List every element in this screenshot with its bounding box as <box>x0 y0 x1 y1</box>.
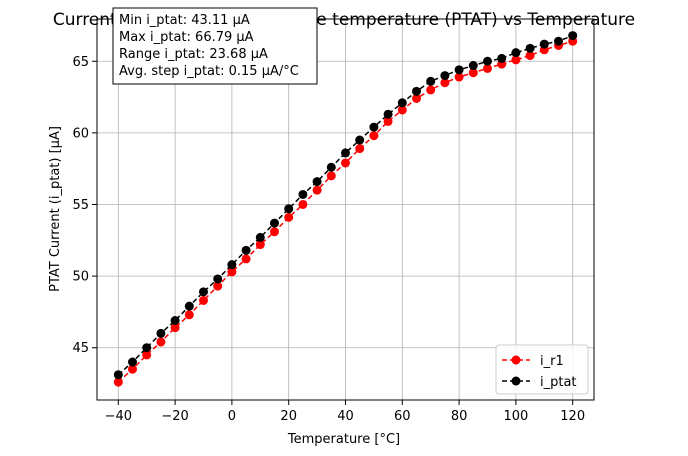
y-axis-label: PTAT Current (i_ptat) [µA] <box>48 126 63 292</box>
data-point-i_ptat <box>298 189 308 199</box>
data-point-i_ptat <box>497 53 507 63</box>
data-point-i_r1 <box>483 63 492 73</box>
data-point-i_ptat <box>156 328 166 338</box>
x-axis-label: Temperature [°C] <box>287 432 400 447</box>
data-point-i_ptat <box>426 76 436 86</box>
data-point-i_ptat <box>568 31 578 41</box>
legend-label-i_ptat: i_ptat <box>540 375 577 390</box>
x-tick-label: 100 <box>503 409 528 424</box>
legend: i_r1 i_ptat <box>495 344 589 395</box>
data-point-i_ptat <box>284 204 294 214</box>
x-tick-label: 60 <box>394 409 411 424</box>
data-point-i_r1 <box>113 377 123 387</box>
y-tick-label: 45 <box>72 341 89 356</box>
stats-range: Range i_ptat: 23.68 µA <box>119 47 268 62</box>
x-tick-label: 120 <box>560 409 585 424</box>
series-line-i_ptat <box>117 34 573 376</box>
stats-max: Max i_ptat: 66.79 µA <box>119 30 254 45</box>
data-point-i_ptat <box>554 36 563 46</box>
data-point-i_ptat <box>227 260 237 270</box>
x-tick-label: −40 <box>105 409 132 424</box>
data-point-i_r1 <box>184 310 194 320</box>
data-point-i_r1 <box>227 267 237 277</box>
data-point-i_r1 <box>341 158 350 168</box>
data-point-i_r1 <box>426 85 436 95</box>
data-point-i_ptat <box>369 122 379 132</box>
y-tick-label: 60 <box>72 126 89 141</box>
legend-marker-i_ptat <box>511 376 521 386</box>
legend-marker-i_r1 <box>511 355 521 365</box>
x-tick-label: −20 <box>161 409 188 424</box>
x-tick-label: 20 <box>280 409 297 424</box>
data-point-i_ptat <box>355 135 365 145</box>
data-point-i_r1 <box>156 337 166 347</box>
x-tick-label: 80 <box>451 409 468 424</box>
data-point-i_ptat <box>468 61 478 71</box>
data-point-i_ptat <box>326 162 336 172</box>
data-point-i_ptat <box>412 86 421 96</box>
data-point-i_r1 <box>241 254 251 264</box>
data-point-i_ptat <box>511 48 521 58</box>
data-point-i_r1 <box>199 295 208 305</box>
data-point-i_r1 <box>170 323 180 333</box>
data-point-i_r1 <box>383 116 393 126</box>
data-point-i_ptat <box>184 301 194 311</box>
data-point-i_ptat <box>199 287 208 297</box>
data-point-i_ptat <box>483 56 492 66</box>
data-point-i_r1 <box>468 68 478 78</box>
series-layer <box>113 31 578 387</box>
y-tick-label: 50 <box>72 270 89 285</box>
data-point-i_ptat <box>142 343 152 353</box>
data-point-i_r1 <box>142 350 152 360</box>
legend-label-i_r1: i_r1 <box>540 354 564 369</box>
data-point-i_ptat <box>113 370 123 380</box>
data-point-i_r1 <box>525 51 535 61</box>
data-point-i_r1 <box>397 105 407 115</box>
stats-min: Min i_ptat: 43.11 µA <box>119 13 250 28</box>
legend-entry-i_ptat: i_ptat <box>502 375 577 390</box>
data-point-i_r1 <box>454 72 464 82</box>
y-tick-label: 65 <box>72 55 89 70</box>
data-point-i_ptat <box>270 218 279 228</box>
data-point-i_r1 <box>440 78 450 88</box>
data-point-i_ptat <box>128 357 137 367</box>
data-point-i_ptat <box>440 71 450 81</box>
data-point-i_ptat <box>383 109 393 119</box>
legend-entry-i_r1: i_r1 <box>502 354 564 369</box>
data-point-i_r1 <box>128 364 137 374</box>
stats-annotation-box: Min i_ptat: 43.11 µA Max i_ptat: 66.79 µ… <box>112 7 318 85</box>
x-tick-label: 40 <box>337 409 354 424</box>
data-point-i_ptat <box>539 39 549 49</box>
data-point-i_r1 <box>369 131 379 141</box>
data-point-i_r1 <box>312 185 322 195</box>
data-point-i_r1 <box>326 171 336 181</box>
data-point-i_ptat <box>397 98 407 108</box>
data-point-i_r1 <box>355 144 365 154</box>
data-point-i_ptat <box>213 274 223 284</box>
data-point-i_r1 <box>255 240 265 250</box>
data-point-i_ptat <box>170 316 180 326</box>
y-tick-label: 55 <box>72 198 89 213</box>
data-point-i_ptat <box>312 177 322 187</box>
axis-ticks: −40 −20 0 20 40 60 80 100 120 45 50 55 60 65 <box>72 55 585 424</box>
stats-avg-step: Avg. step i_ptat: 0.15 µA/°C <box>119 64 299 79</box>
series-i_r1 <box>113 36 578 387</box>
stats-box-frame <box>112 7 318 85</box>
series-i_ptat <box>113 31 578 380</box>
data-point-i_ptat <box>454 65 464 75</box>
data-point-i_ptat <box>241 245 251 255</box>
data-point-i_ptat <box>341 148 350 158</box>
x-tick-label: 0 <box>228 409 236 424</box>
data-point-i_ptat <box>255 232 265 242</box>
data-point-i_r1 <box>298 199 308 209</box>
data-point-i_r1 <box>270 227 279 237</box>
data-point-i_ptat <box>525 43 535 53</box>
data-point-i_r1 <box>284 212 294 222</box>
data-point-i_r1 <box>213 281 223 291</box>
data-point-i_r1 <box>412 93 421 103</box>
data-point-i_r1 <box>511 55 521 65</box>
